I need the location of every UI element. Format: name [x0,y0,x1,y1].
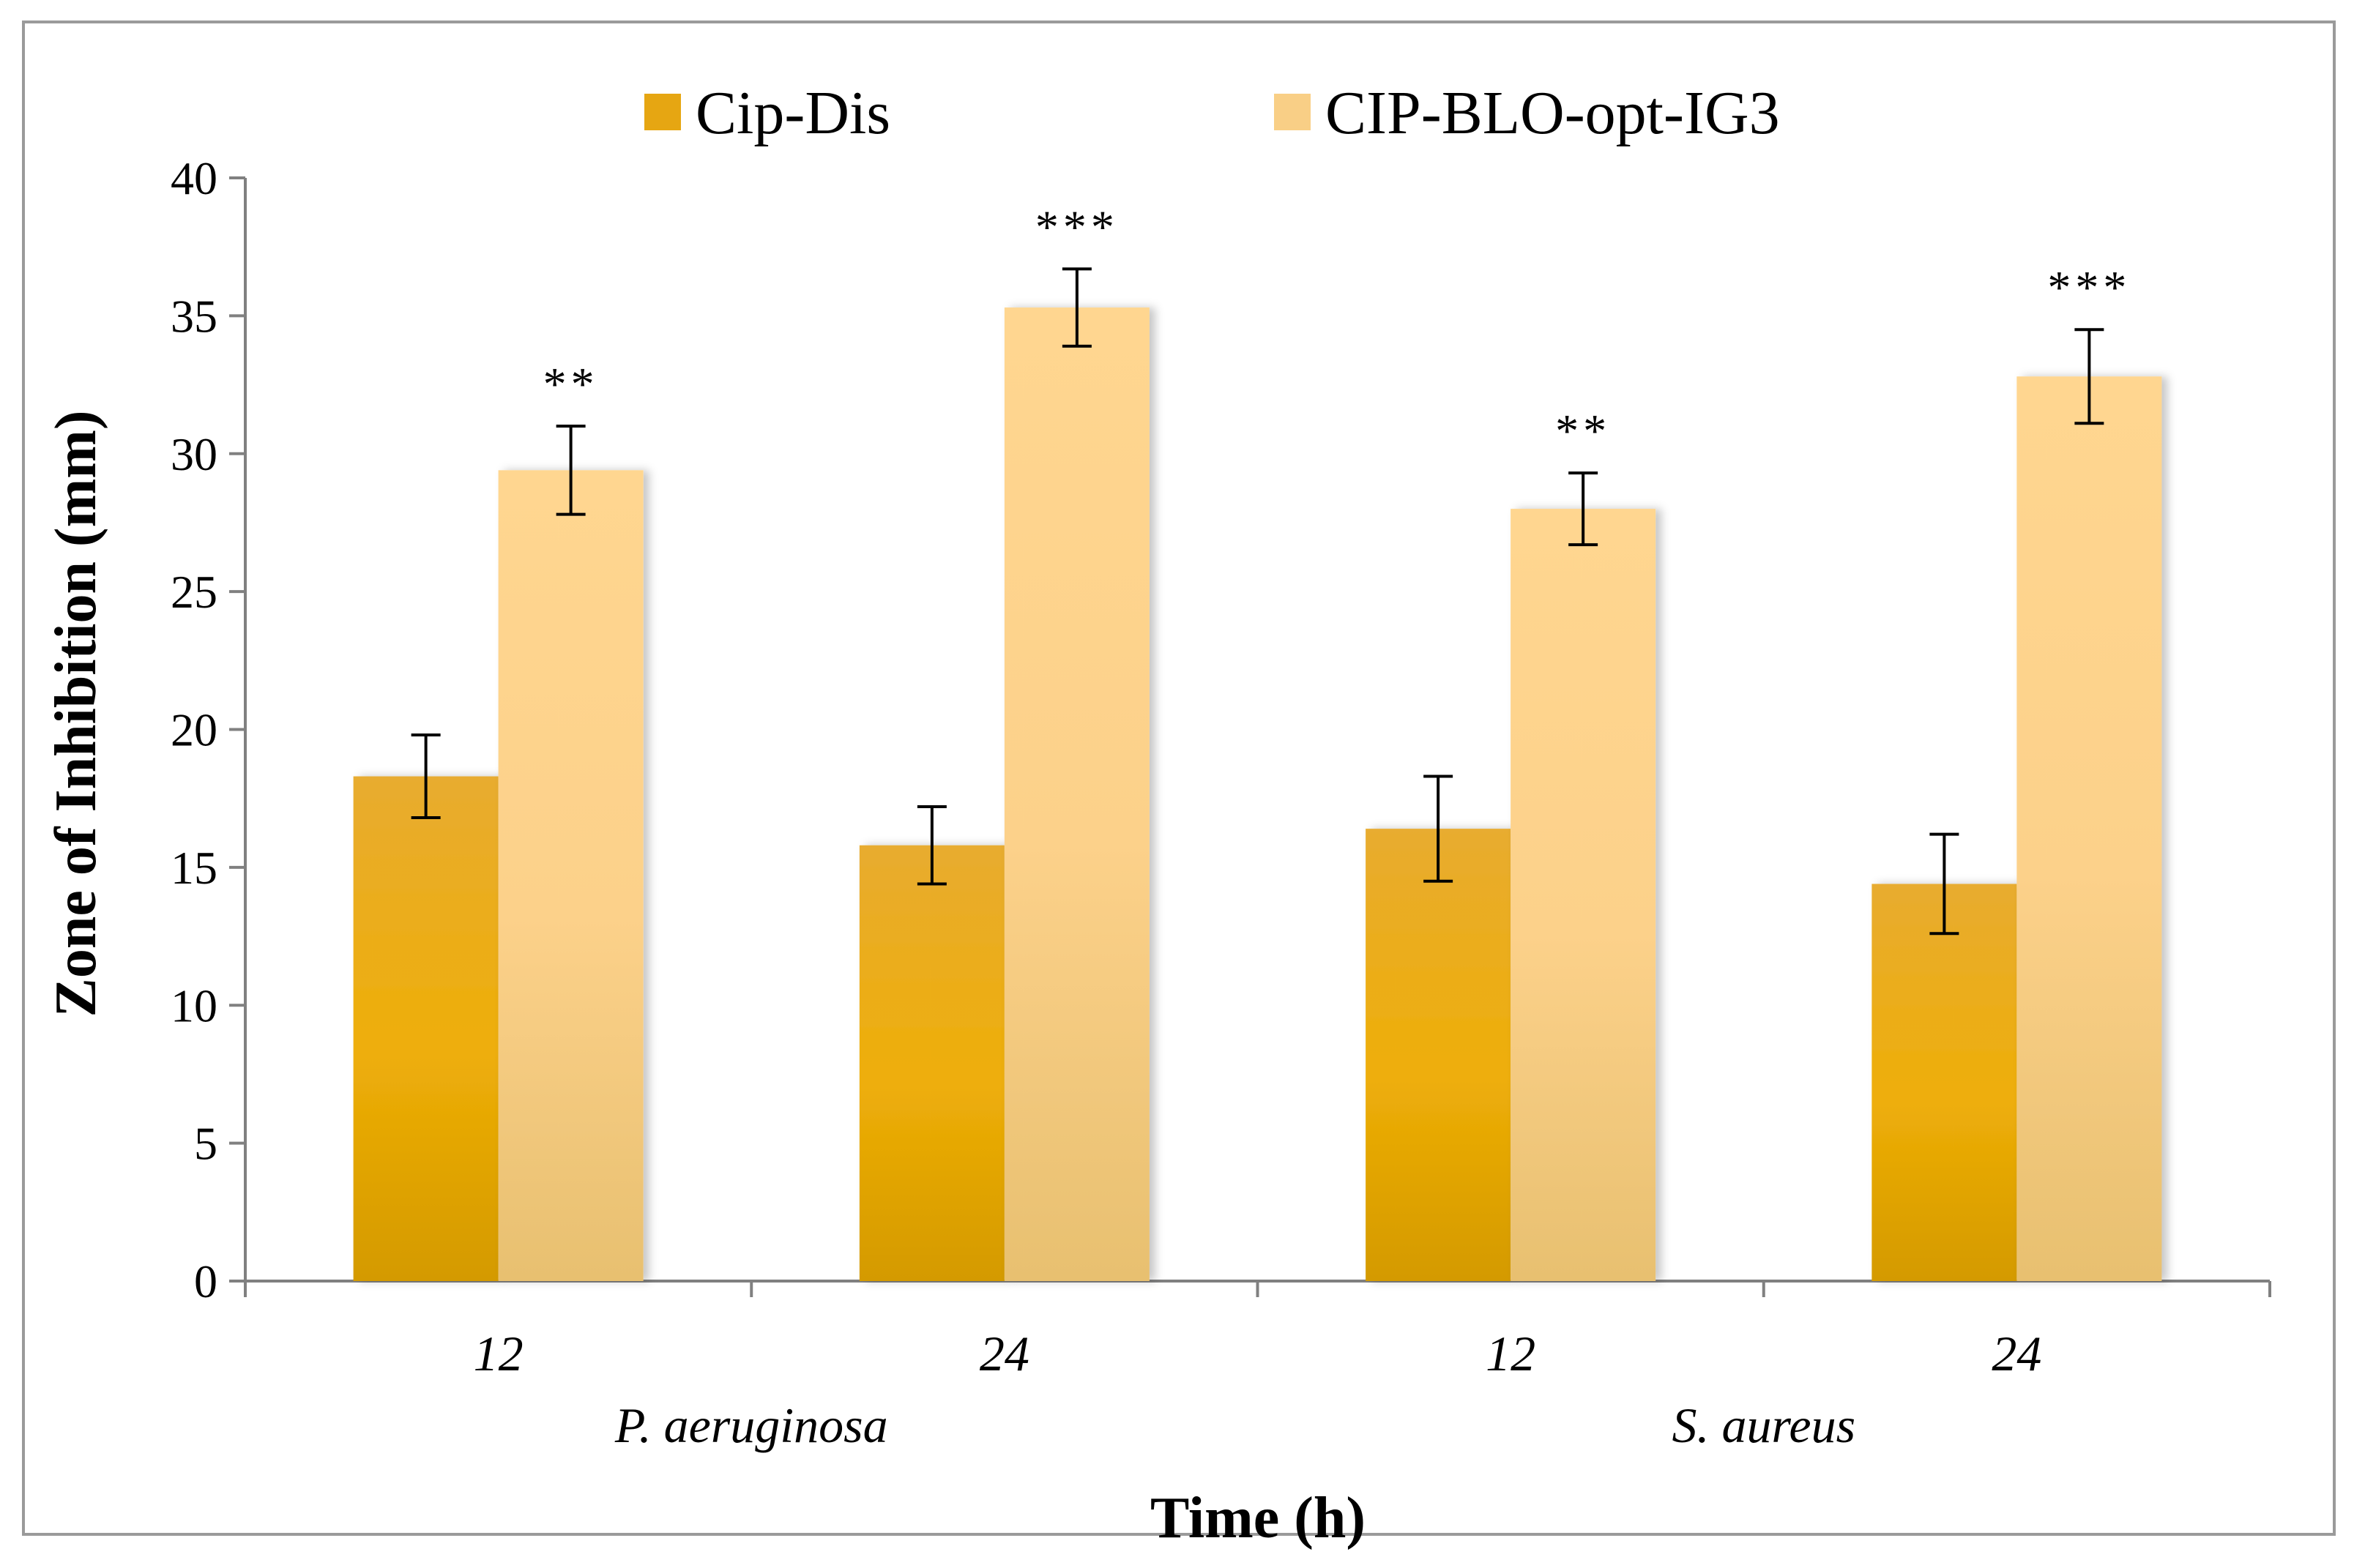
error-bar [1929,832,1959,936]
x-group-label: P. aeruginosa [614,1397,888,1453]
legend-label-cip-blo-opt-ig3: CIP-BLO-opt-IG3 [1325,79,1780,147]
significance-label: ** [1555,405,1611,457]
error-bar [1423,774,1453,883]
x-group-label: S. aureus [1672,1397,1855,1453]
error-bar [1062,267,1092,348]
y-tick-label: 35 [171,290,217,342]
bar-cip-dis [1871,884,2017,1281]
bar-cip-blo-opt-ig3 [2016,376,2162,1281]
y-tick-label: 5 [194,1118,217,1170]
legend: Cip-Dis CIP-BLO-opt-IG3 [644,79,1780,147]
error-bars [411,267,2104,936]
bar-cip-dis [859,845,1005,1281]
significance-annotations: ********** [543,201,2131,457]
x-category-label: 24 [1992,1326,2041,1381]
significance-label: *** [2047,261,2131,313]
error-bar [1568,471,1598,547]
y-tick-label: 25 [171,566,217,618]
error-bar [556,425,586,516]
y-ticks: 0 5 10 15 20 25 30 35 40 [171,152,245,1307]
category-labels: 12 24 12 24 [474,1326,2042,1381]
y-tick-label: 30 [171,428,217,480]
y-axis-title: Zone of Inhibition (mm) [44,411,108,1018]
bar-cip-dis [1366,829,1511,1281]
legend-swatch-cip-dis [644,94,681,130]
x-category-label: 12 [474,1326,524,1381]
y-tick-label: 0 [194,1255,217,1307]
bar-cip-dis [353,776,499,1281]
bar-cip-blo-opt-ig3 [1511,509,1656,1281]
x-ticks [244,1281,2271,1297]
bars [353,307,2162,1281]
x-category-label: 24 [980,1326,1029,1381]
error-bar [917,804,947,886]
y-tick-label: 20 [171,704,217,756]
significance-label: ** [543,358,599,410]
error-bar [2074,328,2104,425]
y-tick-label: 15 [171,842,217,894]
bar-cip-blo-opt-ig3 [498,470,644,1281]
group-labels: P. aeruginosa S. aureus [614,1397,1855,1453]
significance-label: *** [1035,201,1119,253]
x-axis-title: Time (h) [1150,1486,1366,1550]
y-tick-label: 10 [171,979,217,1031]
legend-label-cip-dis: Cip-Dis [696,79,890,147]
x-category-label: 12 [1486,1326,1535,1381]
bar-cip-blo-opt-ig3 [1004,307,1150,1281]
y-tick-label: 40 [171,152,217,204]
error-bar [411,733,441,820]
legend-swatch-cip-blo-opt-ig3 [1274,94,1311,130]
